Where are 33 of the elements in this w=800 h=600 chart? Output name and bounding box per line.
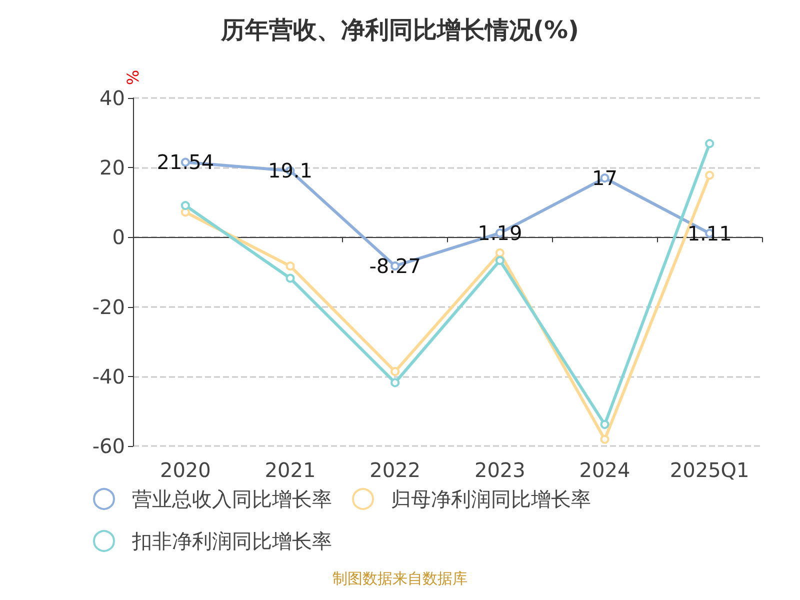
y-tick-label: -40 [92, 364, 125, 388]
data-label: 17 [592, 166, 618, 190]
x-tick-label: 2023 [474, 458, 526, 482]
y-tick-label: -60 [92, 434, 125, 458]
data-label: 19.1 [268, 158, 313, 183]
point [286, 274, 295, 283]
data-label: 21.54 [156, 150, 214, 174]
point [390, 378, 400, 388]
y-tick-label: 0 [112, 225, 125, 250]
y-tick-label: 20 [100, 156, 125, 180]
y-axis-title: % [124, 70, 142, 86]
point [495, 248, 504, 258]
data-label: -8.27 [369, 254, 421, 278]
x-tick-label: 2025Q1 [670, 458, 750, 482]
point [390, 367, 400, 376]
point [600, 434, 610, 444]
legend-label: 归母净利润同比增长率 [391, 487, 591, 511]
point [286, 262, 295, 271]
point [705, 139, 714, 148]
point [495, 256, 504, 266]
point [705, 170, 714, 180]
x-tick-label: 2024 [579, 458, 630, 482]
y-tick-label: -20 [92, 294, 125, 319]
text: 制图数据来自数据库 [332, 570, 468, 588]
x-tick-label: 2022 [370, 458, 421, 482]
chart-title: 历年营收、净利同比增长情况(%) [220, 16, 579, 44]
legend-label: 扣非净利润同比增长率 [131, 529, 332, 553]
x-tick-label: 2021 [264, 458, 316, 482]
legend-label: 营业总收入同比增长率 [132, 487, 332, 511]
point [180, 201, 190, 210]
y-tick-label: 40 [100, 86, 125, 110]
x-tick-label: 2020 [160, 458, 211, 482]
point [600, 420, 610, 429]
